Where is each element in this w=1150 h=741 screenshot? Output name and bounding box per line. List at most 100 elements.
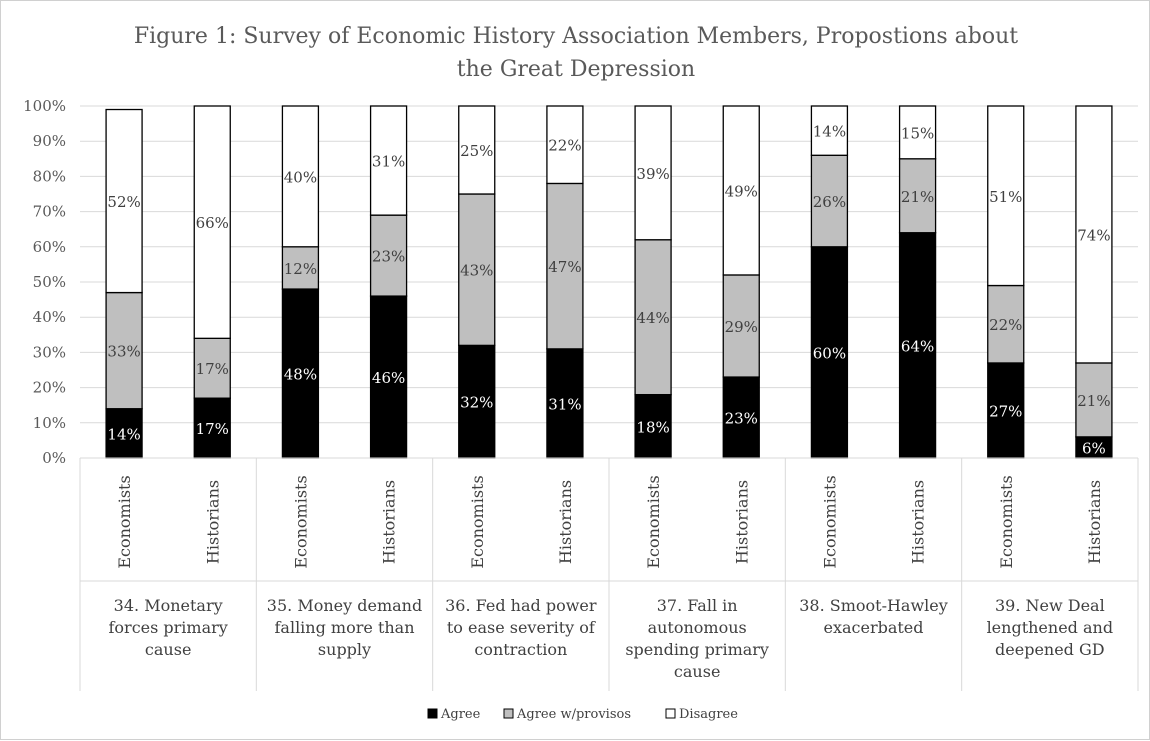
x-tick-label: Economists <box>997 475 1016 568</box>
legend-swatch <box>665 708 676 719</box>
legend-swatch <box>503 708 514 719</box>
group-label: 39. New Deal <box>995 596 1105 615</box>
bar-segment <box>546 105 584 185</box>
x-tick-label: Historians <box>380 480 399 564</box>
x-tick-label: Historians <box>1085 480 1104 564</box>
data-label: 15% <box>901 124 934 142</box>
bar-segment <box>193 105 231 339</box>
bar-segment <box>105 408 143 459</box>
bar-segment <box>1075 362 1113 438</box>
legend-label: Disagree <box>679 707 738 722</box>
data-label: 14% <box>813 123 846 141</box>
group-label: 35. Money demand <box>267 596 422 615</box>
data-label: 44% <box>636 309 669 327</box>
y-tick-label: 30% <box>33 343 66 361</box>
group-label: cause <box>674 662 720 681</box>
data-label: 40% <box>284 168 317 186</box>
bar-segment <box>898 232 937 459</box>
chart-title: Figure 1: Survey of Economic History Ass… <box>134 24 1018 82</box>
data-label: 66% <box>196 214 229 232</box>
data-label: 64% <box>901 337 934 355</box>
x-tick-label: Economists <box>115 475 134 568</box>
y-tick-label: 100% <box>23 97 66 115</box>
group-label: to ease severity of <box>447 618 596 637</box>
data-label: 17% <box>196 360 229 378</box>
bar-segment <box>458 105 496 195</box>
data-label: 32% <box>460 394 493 412</box>
bar-segment <box>281 105 320 248</box>
data-label: 25% <box>460 142 493 160</box>
group-label: spending primary <box>625 640 769 659</box>
data-label: 21% <box>1077 392 1110 410</box>
data-label: 23% <box>725 410 758 428</box>
data-label: 6% <box>1082 439 1106 457</box>
y-tick-label: 10% <box>33 414 66 432</box>
data-label: 39% <box>636 165 669 183</box>
data-label: 17% <box>196 420 229 438</box>
group-label: 36. Fed had power <box>445 596 597 615</box>
group-label: forces primary <box>108 618 227 637</box>
group-label: 34. Monetary <box>114 596 223 615</box>
y-tick-label: 80% <box>33 167 66 185</box>
x-tick-label: Historians <box>909 480 928 564</box>
bar-segment <box>634 105 672 241</box>
x-tick-label: Historians <box>203 480 222 564</box>
bar-segment <box>898 158 937 234</box>
bar-segment <box>987 105 1025 287</box>
bar-segment <box>810 105 849 156</box>
group-label: lengthened and <box>987 618 1114 637</box>
y-tick-label: 90% <box>33 132 66 150</box>
legend-label: Agree <box>440 707 481 722</box>
data-label: 51% <box>989 188 1022 206</box>
y-tick-label: 60% <box>33 238 66 256</box>
x-tick-label: Economists <box>644 475 663 568</box>
data-label: 46% <box>372 369 405 387</box>
data-label: 47% <box>548 258 581 276</box>
x-tick-label: Economists <box>820 475 839 568</box>
data-label: 52% <box>107 193 140 211</box>
x-tick-label: Economists <box>468 475 487 568</box>
x-tick-label: Historians <box>556 480 575 564</box>
data-label: 74% <box>1077 226 1110 244</box>
data-label: 49% <box>725 182 758 200</box>
bar-segment <box>369 105 408 216</box>
bar-segment <box>810 246 849 459</box>
bars: 14% 33% 52% 17% 17% 66% 48% 12% 40% 46% 23% 31% 32% 4… <box>105 105 1113 459</box>
y-tick-label: 0% <box>42 449 66 467</box>
data-label: 31% <box>548 395 581 413</box>
group-label: supply <box>318 640 371 659</box>
data-label: 12% <box>284 260 317 278</box>
bar-segment <box>634 239 672 396</box>
group-label: 37. Fall in <box>657 596 738 615</box>
bar-segment <box>105 291 143 410</box>
bar-segment <box>546 348 584 459</box>
axes: 0% 10% 20% 30% 40% 50% 60% 70% 80% 90% 100% Economi… <box>23 97 1139 691</box>
y-tick-label: 40% <box>33 308 66 326</box>
data-label: 29% <box>725 318 758 336</box>
data-label: 23% <box>372 248 405 266</box>
bar-segment <box>281 246 320 290</box>
bar-segment <box>369 214 408 297</box>
legend: Agree Agree w/provisos Disagree <box>427 707 738 722</box>
group-label: exacerbated <box>823 618 923 637</box>
bar-segment <box>281 288 320 459</box>
group-label: 38. Smoot-Hawley <box>799 596 948 615</box>
y-tick-label: 70% <box>33 203 66 221</box>
y-tick-label: 20% <box>33 379 66 397</box>
data-label: 21% <box>901 188 934 206</box>
group-label: cause <box>145 640 191 659</box>
data-label: 14% <box>107 425 140 443</box>
data-label: 33% <box>107 343 140 361</box>
group-label: contraction <box>474 640 567 659</box>
legend-label: Agree w/provisos <box>516 707 631 722</box>
bar-segment <box>810 154 849 248</box>
group-label: deepened GD <box>995 640 1105 659</box>
bar-segment <box>1075 105 1113 364</box>
data-label: 22% <box>989 316 1022 334</box>
bar-segment <box>898 105 937 160</box>
bar-segment <box>105 108 143 294</box>
data-label: 48% <box>284 366 317 384</box>
data-label: 22% <box>548 137 581 155</box>
data-label: 26% <box>813 193 846 211</box>
